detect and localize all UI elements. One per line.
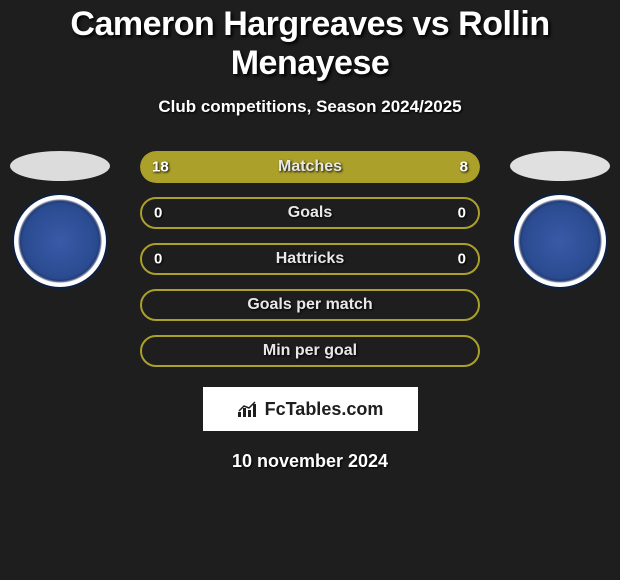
stat-value-right: 0 — [458, 205, 466, 222]
page-title: Cameron Hargreaves vs Rollin Menayese — [0, 5, 620, 83]
stat-bars: 18 Matches 8 0 Goals 0 0 Hattricks 0 Goa… — [140, 151, 480, 367]
chart-icon — [237, 400, 259, 418]
stat-label: Goals — [288, 204, 332, 222]
stat-bar-hattricks: 0 Hattricks 0 — [140, 243, 480, 275]
stat-label: Hattricks — [276, 250, 344, 268]
comparison-body: 18 Matches 8 0 Goals 0 0 Hattricks 0 Goa… — [0, 151, 620, 472]
stat-value-left: 0 — [154, 205, 162, 222]
brand-text: FcTables.com — [265, 399, 384, 420]
stat-bar-goals-per-match: Goals per match — [140, 289, 480, 321]
player-left-avatar-placeholder — [10, 151, 110, 181]
stat-value-left: 0 — [154, 251, 162, 268]
club-badge-left — [12, 193, 108, 289]
player-right-avatar-placeholder — [510, 151, 610, 181]
stat-label: Matches — [278, 158, 342, 176]
brand-box: FcTables.com — [203, 387, 418, 431]
stat-label: Goals per match — [247, 296, 372, 314]
stat-value-right: 8 — [460, 159, 468, 176]
comparison-card: Cameron Hargreaves vs Rollin Menayese Cl… — [0, 0, 620, 472]
stat-value-left: 18 — [152, 159, 169, 176]
date-text: 10 november 2024 — [0, 451, 620, 472]
stat-label: Min per goal — [263, 342, 357, 360]
stat-bar-matches: 18 Matches 8 — [140, 151, 480, 183]
subtitle: Club competitions, Season 2024/2025 — [0, 97, 620, 117]
stat-bar-goals: 0 Goals 0 — [140, 197, 480, 229]
player-right-column — [510, 151, 610, 289]
club-badge-right — [512, 193, 608, 289]
stat-value-right: 0 — [458, 251, 466, 268]
stat-bar-min-per-goal: Min per goal — [140, 335, 480, 367]
player-left-column — [10, 151, 110, 289]
